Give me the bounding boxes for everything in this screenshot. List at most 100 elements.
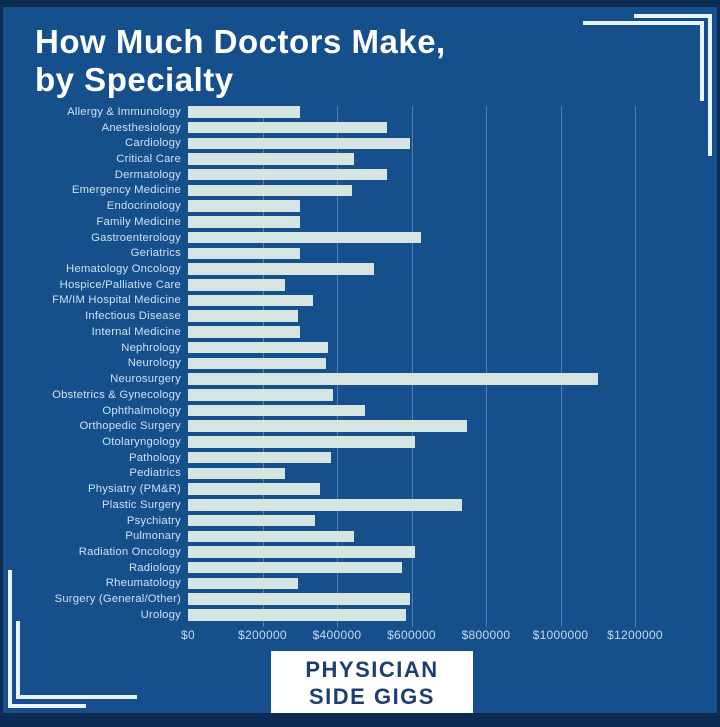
category-label: Allergy & Immunology bbox=[67, 105, 181, 118]
chart-row: Critical Care bbox=[3, 151, 717, 167]
chart-row: Internal Medicine bbox=[3, 324, 717, 340]
chart-row: FM/IM Hospital Medicine bbox=[3, 293, 717, 309]
bar bbox=[188, 168, 388, 181]
category-label: Pathology bbox=[128, 451, 181, 464]
bar bbox=[188, 530, 354, 543]
category-label: Neurology bbox=[127, 357, 181, 370]
bar bbox=[188, 106, 300, 118]
category-label: Cardiology bbox=[124, 137, 181, 150]
chart-row: Urology bbox=[3, 607, 717, 623]
category-label: Endocrinology bbox=[106, 200, 181, 213]
bar bbox=[188, 137, 410, 150]
chart-row: Geriatrics bbox=[3, 245, 717, 261]
category-label: Hospice/Palliative Care bbox=[59, 278, 181, 291]
category-label: Dermatology bbox=[114, 168, 181, 181]
x-axis-tick-label: $800000 bbox=[461, 627, 511, 642]
bar-track bbox=[188, 216, 717, 228]
category-label: Plastic Surgery bbox=[102, 498, 181, 511]
bar bbox=[188, 561, 403, 574]
bar-track bbox=[188, 420, 717, 432]
category-label: Internal Medicine bbox=[91, 325, 181, 338]
bar-track bbox=[188, 137, 717, 150]
bar bbox=[188, 263, 375, 275]
bar-track bbox=[188, 294, 717, 307]
category-label: Pulmonary bbox=[125, 530, 181, 543]
category-label: Ophthalmology bbox=[102, 404, 181, 417]
bar bbox=[188, 153, 354, 165]
bar-track bbox=[188, 341, 717, 354]
bar-track bbox=[188, 467, 717, 480]
bar-track bbox=[188, 231, 717, 244]
chart-row: Allergy & Immunology bbox=[3, 104, 717, 120]
category-label: Orthopedic Surgery bbox=[79, 420, 181, 433]
chart-row: Pathology bbox=[3, 450, 717, 466]
category-label: FM/IM Hospital Medicine bbox=[52, 294, 181, 307]
chart-row: Neurosurgery bbox=[3, 371, 717, 387]
category-label: Urology bbox=[140, 608, 181, 621]
bar bbox=[188, 121, 388, 134]
bar-track bbox=[188, 389, 717, 401]
bar bbox=[188, 389, 334, 401]
chart-row: Dermatology bbox=[3, 167, 717, 183]
category-label: Gastroenterology bbox=[91, 231, 181, 244]
corner-bracket-top-right-inner bbox=[583, 21, 704, 101]
chart-row: Physiatry (PM&R) bbox=[3, 481, 717, 497]
physician-side-gigs-badge: PHYSICIAN SIDE GIGS bbox=[271, 651, 473, 713]
chart-row: Pulmonary bbox=[3, 528, 717, 544]
bar bbox=[188, 577, 298, 590]
category-label: Emergency Medicine bbox=[71, 184, 181, 197]
category-label: Pediatrics bbox=[129, 467, 181, 480]
bar bbox=[188, 231, 421, 244]
chart-row: Otolaryngology bbox=[3, 434, 717, 450]
category-label: Family Medicine bbox=[96, 215, 181, 228]
bar-track bbox=[188, 326, 717, 338]
x-axis-tick-label: $400000 bbox=[312, 627, 362, 642]
chart-row: Plastic Surgery bbox=[3, 497, 717, 513]
bar-track bbox=[188, 483, 717, 495]
category-label: Otolaryngology bbox=[102, 435, 181, 448]
chart-row: Family Medicine bbox=[3, 214, 717, 230]
bar-track bbox=[188, 499, 717, 511]
chart-row: Radiation Oncology bbox=[3, 544, 717, 560]
gridline bbox=[560, 106, 562, 627]
bar bbox=[188, 279, 285, 291]
bar-track bbox=[188, 279, 717, 291]
badge-line-1: PHYSICIAN bbox=[305, 656, 439, 682]
chart-title-line-2: by Specialty bbox=[35, 61, 234, 98]
category-label: Critical Care bbox=[116, 153, 181, 166]
category-label: Geriatrics bbox=[130, 247, 181, 260]
bar bbox=[188, 467, 285, 480]
gridline bbox=[486, 106, 487, 627]
x-axis-tick-label: $600000 bbox=[387, 627, 436, 642]
category-label: Surgery (General/Other) bbox=[54, 593, 181, 606]
bar bbox=[188, 609, 406, 621]
chart-row: Emergency Medicine bbox=[3, 183, 717, 199]
bar bbox=[188, 326, 300, 338]
bar bbox=[188, 216, 300, 228]
category-label: Radiation Oncology bbox=[78, 545, 181, 558]
chart-row: Nephrology bbox=[3, 340, 717, 356]
bar-rows: Allergy & Immunology Anesthesiology Cardio… bbox=[3, 104, 717, 623]
gridline bbox=[411, 106, 413, 627]
bar bbox=[188, 310, 298, 322]
bar bbox=[188, 514, 315, 527]
category-label: Psychiatry bbox=[126, 514, 181, 527]
bar-track bbox=[188, 561, 717, 574]
chart-row: Hematology Oncology bbox=[3, 261, 717, 277]
bar bbox=[188, 436, 416, 448]
bar-track bbox=[188, 184, 717, 197]
category-label: Neurosurgery bbox=[110, 373, 181, 386]
bar-track bbox=[188, 609, 717, 621]
chart-row: Cardiology bbox=[3, 135, 717, 151]
bar bbox=[188, 357, 326, 370]
bar-track bbox=[188, 373, 717, 385]
x-axis: $0 $200000 $400000 $600000 $800000 $1000000 $1… bbox=[181, 627, 717, 646]
bar bbox=[188, 593, 410, 605]
chart-row: Endocrinology bbox=[3, 198, 717, 214]
chart-row: Hospice/Palliative Care bbox=[3, 277, 717, 293]
plot-area: Allergy & Immunology Anesthesiology Cardio… bbox=[3, 104, 717, 627]
bar bbox=[188, 451, 332, 464]
bar-track bbox=[188, 530, 717, 543]
chart-row: Orthopedic Surgery bbox=[3, 418, 717, 434]
bar-track bbox=[188, 577, 717, 590]
